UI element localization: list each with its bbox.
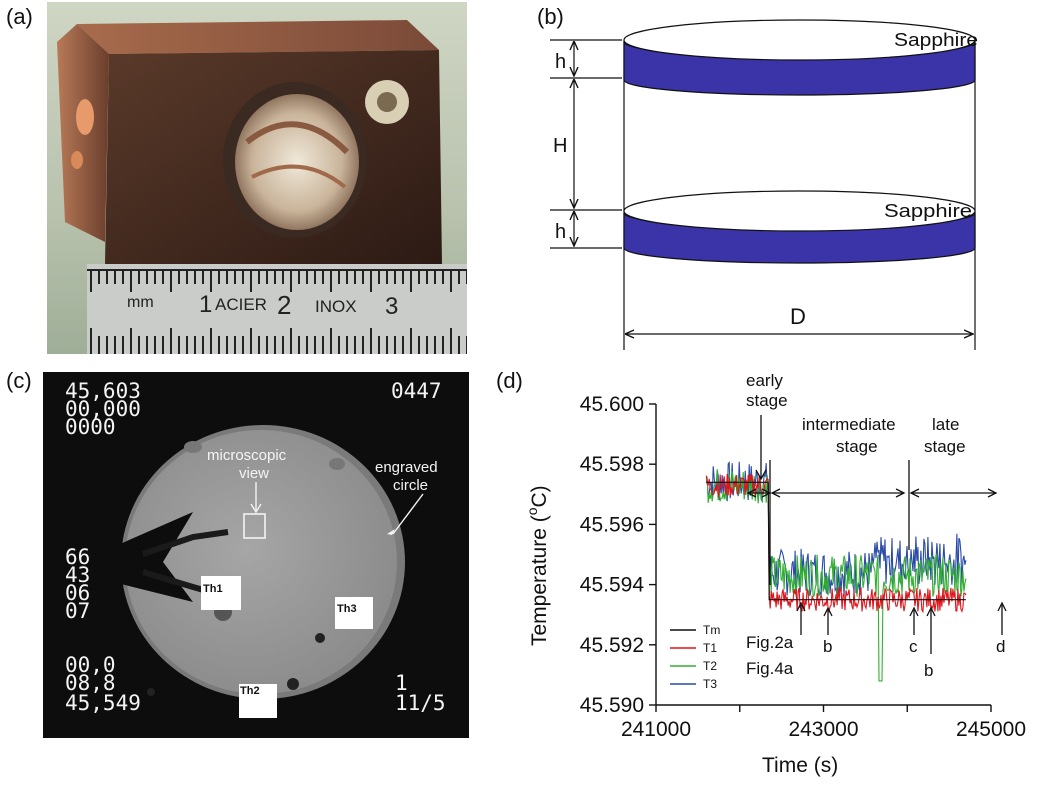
series-line-tm bbox=[706, 481, 966, 601]
y-tick-label: 45.600 bbox=[580, 393, 644, 416]
readout-bottom-right-2: 11/5 bbox=[395, 691, 446, 715]
readout-top-right: 0447 bbox=[391, 379, 442, 403]
readout-bottom-left-3: 45,549 bbox=[65, 691, 141, 715]
y-axis-label-degree: o bbox=[524, 507, 540, 515]
readout-bottom-right-1: 1 bbox=[395, 671, 408, 695]
panel-c-image: microscopic view engraved circle Th1 Th3… bbox=[43, 372, 469, 738]
point-label-c: c bbox=[909, 637, 918, 656]
readout-mid-left-1: 66 bbox=[65, 545, 90, 569]
thermistor-th3: Th3 bbox=[337, 603, 357, 615]
bottom-sapphire-label: Sapphire bbox=[884, 201, 972, 221]
late-stage-label-1: late bbox=[932, 415, 959, 434]
readout-top-left-3: 0000 bbox=[65, 415, 116, 439]
ruler-unit: mm bbox=[127, 294, 154, 311]
readout-top-left-1: 45,603 bbox=[65, 379, 141, 403]
top-sapphire-face bbox=[623, 19, 976, 61]
y-axis-label-main: Temperature ( bbox=[528, 515, 551, 646]
legend-label-t1: T1 bbox=[703, 641, 717, 655]
dim-h-bottom: h bbox=[555, 221, 566, 243]
legend-label-t3: T3 bbox=[703, 677, 717, 691]
readout-mid-left-4: 07 bbox=[65, 599, 90, 623]
readout-mid-left-2: 43 bbox=[65, 563, 90, 587]
early-stage-label-1: early bbox=[746, 371, 783, 390]
intermediate-stage-label-2: stage bbox=[836, 437, 878, 456]
thermistor-th3-box bbox=[335, 597, 373, 629]
microscopic-view-box bbox=[243, 513, 266, 539]
engraved-circle-label-1: engraved bbox=[375, 459, 438, 476]
stage-arrows bbox=[746, 415, 998, 585]
svg-text:Temperature (oC): Temperature (oC) bbox=[524, 485, 551, 646]
ruler-number-1: 1 bbox=[199, 291, 212, 318]
point-label-b1: b bbox=[823, 637, 832, 656]
thermistor-th1-box bbox=[201, 576, 241, 610]
dim-h-top: h bbox=[555, 51, 566, 73]
block-window-inner bbox=[235, 94, 359, 230]
panel-d-label: (d) bbox=[496, 368, 523, 393]
block-top-face bbox=[77, 20, 439, 54]
panel-c-label: (c) bbox=[6, 368, 32, 393]
early-stage-label-2: stage bbox=[746, 391, 788, 410]
y-tick-label: 45.596 bbox=[580, 513, 644, 536]
point-label-b2: b bbox=[924, 661, 933, 680]
point-label-fig4a: Fig.4a bbox=[746, 659, 794, 678]
dim-D: D bbox=[790, 304, 806, 329]
panel-a-photo: mm 1 ACIER 2 INOX 3 bbox=[47, 2, 467, 354]
series-line-t2 bbox=[705, 469, 967, 682]
thermistor-th2: Th2 bbox=[240, 685, 260, 697]
x-tick-label: 245000 bbox=[956, 718, 1026, 741]
y-tick-label: 45.590 bbox=[580, 694, 644, 717]
x-tick-label: 241000 bbox=[621, 718, 691, 741]
microscopic-view-label-2: view bbox=[239, 465, 269, 482]
point-label-fig2a: Fig.2a bbox=[746, 633, 794, 652]
x-axis-label: Time (s) bbox=[762, 754, 838, 777]
intermediate-stage-label-1: intermediate bbox=[802, 415, 896, 434]
thermistor-th2-box bbox=[239, 684, 277, 718]
legend-label-t2: T2 bbox=[703, 659, 717, 673]
microscopic-view-label-1: microscopic bbox=[207, 447, 287, 464]
panel-b-label: (b) bbox=[537, 4, 564, 29]
bottom-sapphire-face bbox=[623, 190, 976, 232]
dim-H: H bbox=[553, 135, 567, 157]
legend-label-tm: Tm bbox=[703, 623, 720, 637]
cell-disc bbox=[125, 430, 397, 694]
y-tick-label: 45.592 bbox=[580, 634, 644, 657]
late-stage-label-2: stage bbox=[924, 437, 966, 456]
ruler-number-3: 3 bbox=[385, 293, 398, 320]
readout-mid-left-3: 06 bbox=[65, 581, 90, 605]
y-tick-label: 45.598 bbox=[580, 453, 644, 476]
block-side-hole bbox=[76, 99, 94, 135]
dimension-lines bbox=[550, 39, 973, 334]
ruler-text-acier: ACIER bbox=[215, 295, 267, 314]
top-sapphire-label: Sapphire bbox=[894, 30, 978, 50]
x-tick-label: 243000 bbox=[788, 718, 858, 741]
ruler-text-inox: INOX bbox=[315, 297, 357, 316]
series-line-t1 bbox=[705, 473, 967, 614]
chart-legend: Tm T1 T2 T3 bbox=[670, 623, 720, 691]
thermistor-th1: Th1 bbox=[203, 583, 223, 595]
panel-b-diagram: Sapphire Sapphire h H h D bbox=[550, 19, 978, 350]
point-label-d: d bbox=[996, 637, 1005, 656]
y-tick-label: 45.594 bbox=[580, 574, 645, 597]
panel-a-label: (a) bbox=[6, 4, 33, 29]
readout-bottom-left-2: 08,8 bbox=[65, 671, 116, 695]
engraved-circle-label-2: circle bbox=[393, 477, 428, 494]
y-axis-label: Temperature (oC) bbox=[524, 485, 551, 646]
readout-top-left-2: 00,000 bbox=[65, 397, 141, 421]
point-arrows bbox=[796, 601, 1007, 654]
panel-d-chart: 45.590 45.592 45.594 45.596 45.598 45.600 2410… bbox=[524, 371, 1026, 777]
readout-bottom-left-1: 00,0 bbox=[65, 653, 116, 677]
y-axis-label-unit: C) bbox=[528, 485, 551, 507]
ruler-number-2: 2 bbox=[277, 290, 291, 320]
